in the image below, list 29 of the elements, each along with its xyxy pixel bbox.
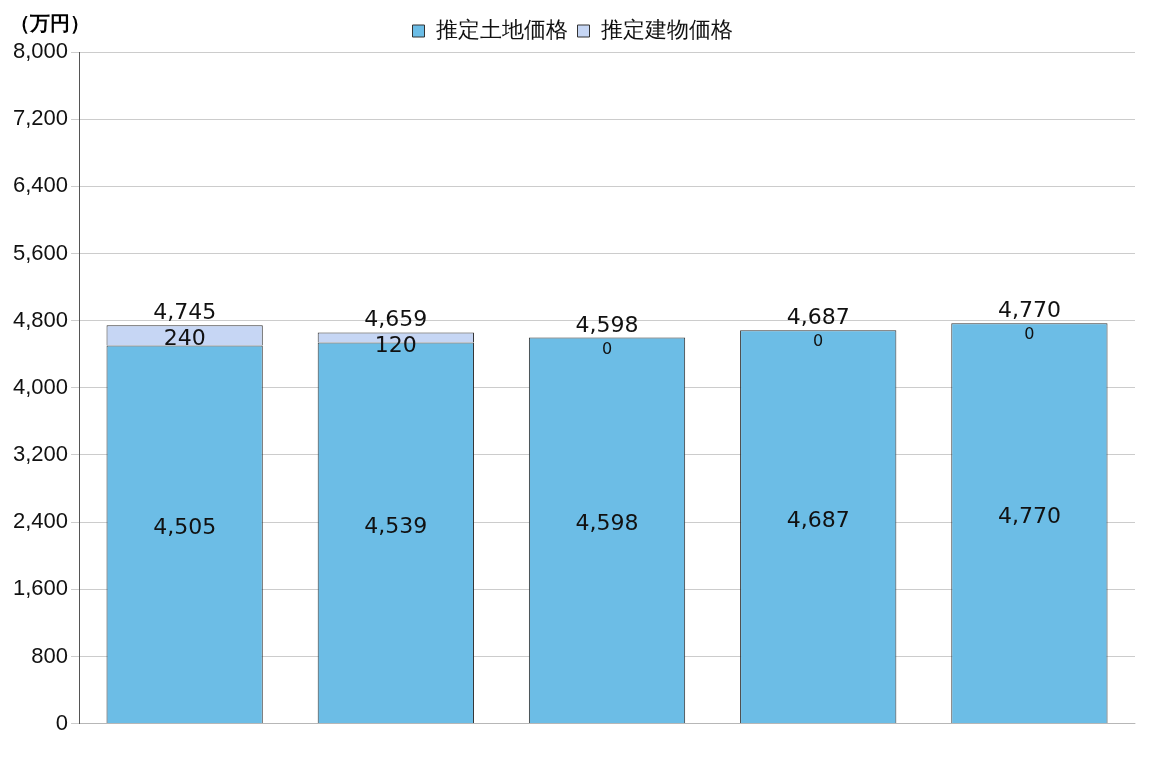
y-tick-label: 7,200	[12, 105, 69, 131]
data-label: 4,598	[575, 510, 639, 536]
data-label: 0	[601, 338, 613, 358]
data-label: 4,539	[364, 512, 428, 538]
y-tick-label: 4,800	[12, 306, 69, 332]
y-tick-label: 0	[55, 709, 69, 735]
y-tick-label: 5,600	[12, 239, 69, 265]
y-tick-label: 8,000	[12, 38, 69, 64]
y-tick-label: 800	[31, 642, 69, 668]
data-label: 0	[813, 331, 824, 351]
y-tick-label: 6,400	[12, 172, 69, 198]
y-tick-label: 3,200	[12, 441, 69, 467]
data-label: 4,505	[153, 514, 217, 540]
data-label: 0	[1024, 324, 1035, 344]
total-label: 4,770	[997, 297, 1061, 323]
total-label: 4,598	[575, 311, 639, 337]
y-axis-title: （万円）	[10, 10, 90, 37]
total-label: 4,659	[364, 306, 428, 332]
total-label: 4,745	[153, 299, 217, 325]
legend-label: 推定建物価格	[600, 17, 733, 43]
data-label: 4,770	[997, 503, 1061, 529]
total-label: 4,687	[786, 304, 850, 330]
data-label: 4,687	[786, 506, 850, 532]
y-tick-label: 2,400	[12, 508, 69, 534]
y-tick-label: 1,600	[12, 575, 69, 601]
data-label: 240	[163, 325, 206, 351]
data-label: 120	[374, 332, 417, 358]
legend-label: 推定土地価格	[435, 17, 568, 43]
y-tick-label: 4,000	[12, 373, 69, 399]
